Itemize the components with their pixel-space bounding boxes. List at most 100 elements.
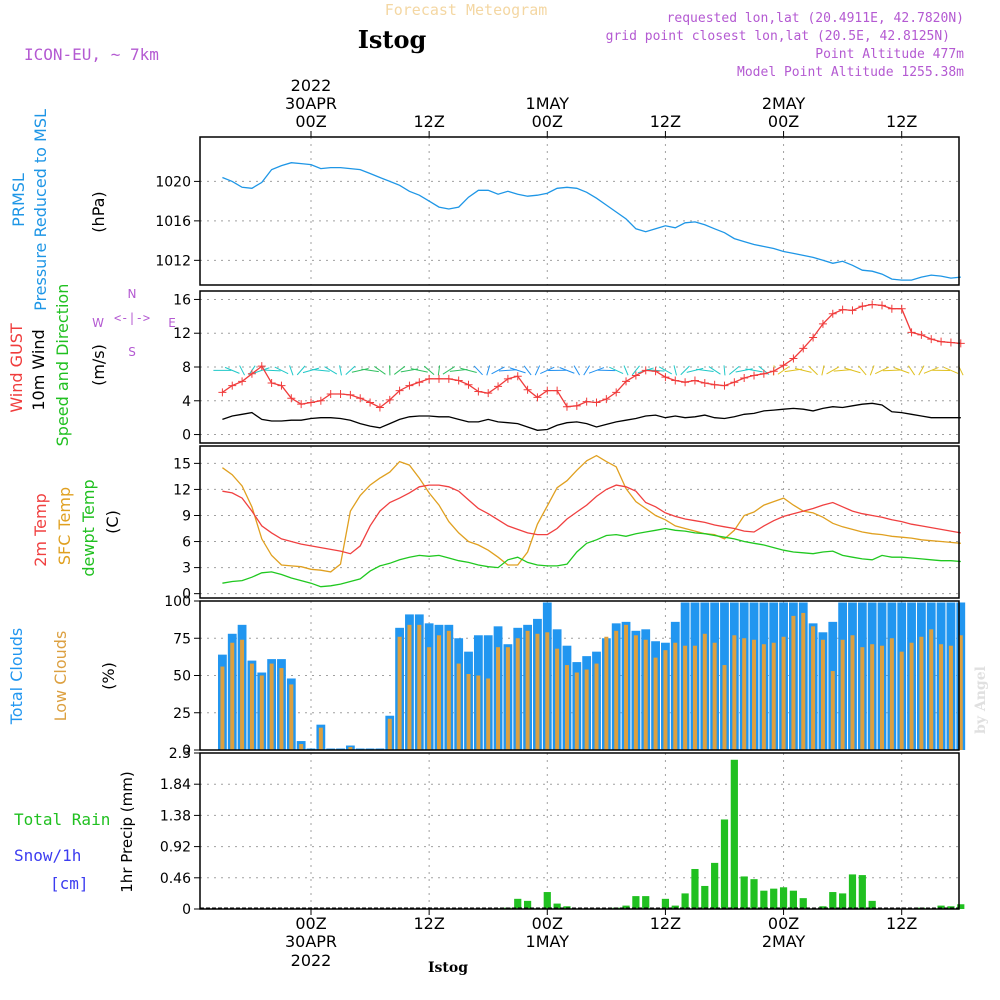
low-cloud-bar (614, 630, 619, 750)
gust-marker (759, 369, 768, 378)
low-cloud-bar (299, 744, 304, 750)
y-tick-label: 16 (173, 292, 191, 308)
low-cloud-bar (880, 645, 885, 750)
gust-marker (385, 395, 394, 404)
y-tick-label: 50 (173, 669, 191, 685)
y-tick-label: 12 (173, 482, 191, 498)
time-tick-label: 12Z (413, 914, 444, 933)
panel-frame (199, 600, 960, 751)
rain-bar (514, 898, 522, 909)
gust-marker (474, 387, 483, 396)
low-cloud-bar (436, 635, 441, 750)
low-cloud-bar (761, 644, 766, 750)
gust-marker (228, 381, 237, 390)
y-tick-label: 6 (182, 535, 191, 551)
gust-marker (740, 373, 749, 382)
rain-bar (858, 875, 866, 909)
low-cloud-bar (673, 642, 678, 750)
wind-arrow (623, 365, 629, 376)
gust-marker (671, 376, 680, 385)
wind-arrow (274, 366, 289, 375)
wind-arrow (573, 365, 581, 376)
rain-bar (711, 862, 719, 909)
wind-arrow (680, 365, 690, 376)
low-cloud-bar (712, 642, 717, 750)
time-date-label: 2MAY (762, 94, 806, 113)
y-tick-label: 4 (182, 394, 191, 410)
gust-marker (897, 304, 906, 313)
low-cloud-bar (249, 663, 254, 750)
low-cloud-bar (919, 636, 924, 750)
wind-arrow (723, 365, 726, 376)
gust-marker (838, 305, 847, 314)
wind-arrow (437, 365, 441, 376)
rain-bar (819, 906, 827, 909)
gust-marker (730, 378, 739, 387)
gust-marker (651, 367, 660, 376)
credit-text: by Angel (973, 666, 989, 734)
gust-marker (956, 339, 965, 348)
y-tick-label: 100 (164, 594, 191, 610)
gust-label: Wind GUST (7, 323, 26, 413)
product-title: Forecast Meteogram (385, 1, 548, 19)
low-cloud-bar (732, 635, 737, 750)
gust-marker (533, 393, 542, 402)
rain-bar (750, 879, 758, 909)
wind-arrow (523, 365, 532, 376)
gust-marker (494, 382, 503, 391)
gust-marker (828, 309, 837, 318)
time-tick-label: 12Z (650, 914, 681, 933)
gust-marker (779, 361, 788, 370)
wind-arrow (858, 365, 867, 376)
low-cloud-bar (742, 638, 747, 750)
wind-arrow (686, 367, 704, 373)
wind-arrow (423, 365, 435, 375)
time-tick-label: 00Z (295, 914, 326, 933)
time-date-label: 2MAY (762, 932, 806, 951)
low-cloud-bar (348, 747, 353, 750)
low-cloud-bar (279, 668, 284, 750)
gust-marker (523, 385, 532, 394)
panel-labels: PRMSL Pressure Reduced to MSL (hPa) Wind GU… (7, 109, 176, 893)
rain-label: Total Rain (14, 810, 110, 829)
wind-arrow (882, 369, 901, 372)
gust-marker (907, 328, 916, 337)
wind-arrow (826, 366, 840, 375)
low-cloud-bar (633, 635, 638, 750)
gust-marker (887, 304, 896, 313)
rain-bar (829, 892, 837, 909)
panels: 101210161020048121603691215025507510000.… (155, 136, 966, 918)
rain-bar (937, 905, 945, 909)
footer-station: Istog (428, 960, 468, 976)
wind-arrow (918, 365, 925, 376)
sfc-temp-line (222, 454, 961, 573)
time-tick-label: 12Z (650, 112, 681, 131)
rain-bar (740, 876, 748, 909)
gust-marker (238, 377, 247, 386)
wind-arrow (534, 365, 541, 376)
wind-arrow (908, 365, 916, 376)
wind-label: 10m Wind (29, 329, 48, 410)
low-clouds-label: Low Clouds (51, 631, 70, 722)
gust-marker (868, 300, 877, 309)
wind-arrow (588, 367, 605, 374)
rain-bar (681, 893, 689, 909)
gust-marker (218, 388, 227, 397)
gust-marker (356, 394, 365, 403)
gust-marker (612, 388, 621, 397)
rain-bar (779, 887, 788, 909)
header: Forecast Meteogram Istog ICON-EU, ~ 7km … (24, 1, 989, 976)
gust-marker (641, 366, 650, 375)
compass-n: N (128, 287, 137, 301)
low-cloud-bar (574, 672, 579, 750)
low-cloud-bar (564, 665, 569, 750)
model-name: ICON-EU, ~ 7km (24, 45, 159, 64)
low-cloud-bar (752, 639, 757, 750)
gust-marker (543, 386, 552, 395)
low-cloud-bar (555, 648, 560, 750)
gust-line (222, 303, 961, 409)
time-tick-label: 00Z (768, 914, 799, 933)
y-tick-label: 0 (182, 902, 191, 918)
gust-marker (346, 390, 355, 399)
low-cloud-bar (604, 636, 609, 750)
